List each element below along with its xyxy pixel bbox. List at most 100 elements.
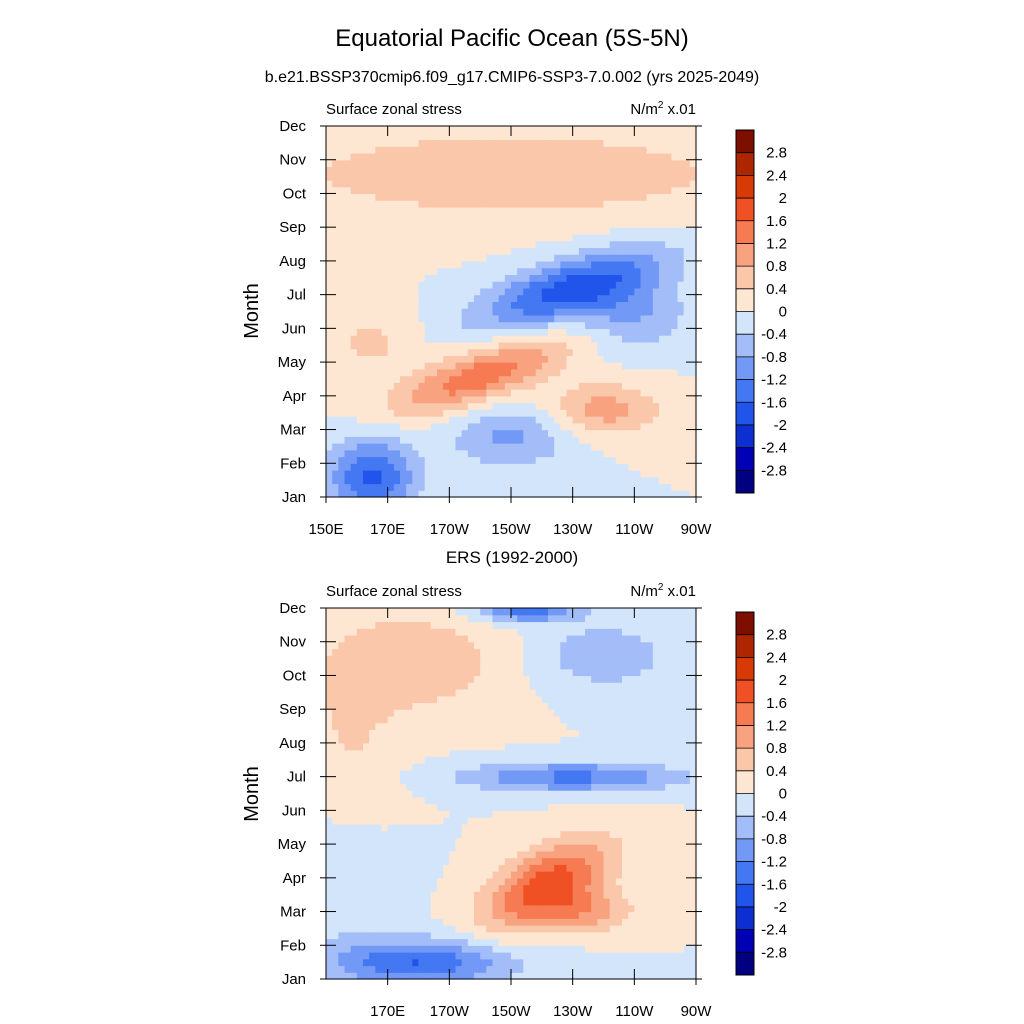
heatmap-cell <box>640 159 648 168</box>
heatmap-cell <box>443 675 450 683</box>
heatmap-cell <box>393 429 401 437</box>
heatmap-cell <box>498 287 506 296</box>
heatmap-cell <box>597 139 605 147</box>
heatmap-cell <box>517 355 524 363</box>
heatmap-cell <box>498 844 506 852</box>
heatmap-cell <box>640 152 648 161</box>
heatmap-cell <box>418 945 426 953</box>
heatmap-cell <box>326 227 333 235</box>
heatmap-cell <box>326 335 333 343</box>
heatmap-cell <box>449 729 457 737</box>
heatmap-cell <box>381 736 389 744</box>
heatmap-cell <box>363 945 370 953</box>
heatmap-cell <box>511 152 518 161</box>
heatmap-cell <box>363 763 370 771</box>
heatmap-cell <box>560 254 568 262</box>
heatmap-cell <box>474 368 481 377</box>
heatmap-cell <box>492 200 500 208</box>
heatmap-cell <box>387 884 395 892</box>
heatmap-cell <box>381 126 389 134</box>
heatmap-cell <box>424 803 432 811</box>
heatmap-cell <box>430 267 438 275</box>
heatmap-cell <box>400 722 407 731</box>
heatmap-cell <box>689 375 697 383</box>
heatmap-cell <box>566 126 574 134</box>
heatmap-cell <box>400 742 407 751</box>
heatmap-cell <box>535 186 543 195</box>
heatmap-cell <box>363 139 370 147</box>
heatmap-cell <box>344 463 352 471</box>
heatmap-cell <box>659 126 666 134</box>
heatmap-cell <box>326 254 333 262</box>
heatmap-cell <box>363 958 370 967</box>
heatmap-cell <box>443 958 450 967</box>
heatmap-cell <box>504 449 512 458</box>
heatmap-cell <box>406 281 413 289</box>
heatmap-cell <box>634 490 642 498</box>
heatmap-cell <box>449 402 457 410</box>
heatmap-cell <box>430 247 438 255</box>
heatmap-cell <box>418 146 426 154</box>
heatmap-cell <box>640 206 648 215</box>
heatmap-cell <box>659 348 666 356</box>
heatmap-cell <box>437 321 444 329</box>
heatmap-cell <box>652 193 660 201</box>
heatmap-cell <box>443 220 450 228</box>
heatmap-cell <box>338 456 346 464</box>
heatmap-cell <box>535 254 543 262</box>
heatmap-cell <box>511 213 518 222</box>
heatmap-cell <box>504 308 512 316</box>
heatmap-cell <box>381 837 389 845</box>
heatmap-cell <box>338 884 346 892</box>
heatmap-cell <box>511 429 518 437</box>
heatmap-cell <box>578 382 586 390</box>
heatmap-cell <box>548 362 555 370</box>
heatmap-cell <box>412 918 420 926</box>
heatmap-cell <box>412 756 420 764</box>
heatmap-cell <box>461 348 469 356</box>
heatmap-cell <box>332 247 339 255</box>
heatmap-cell <box>449 844 457 852</box>
heatmap-cell <box>326 965 333 973</box>
heatmap-cell <box>572 173 580 181</box>
heatmap-cell <box>437 972 444 980</box>
heatmap-cell <box>467 817 475 825</box>
heatmap-cell <box>689 126 697 134</box>
heatmap-cell <box>566 375 574 383</box>
heatmap-cell <box>689 429 697 437</box>
heatmap-cell <box>486 247 494 255</box>
heatmap-cell <box>412 776 420 784</box>
heatmap-cell <box>332 220 339 228</box>
heatmap-cell <box>381 132 389 141</box>
heatmap-cell <box>461 490 469 498</box>
heatmap-cell <box>381 200 389 208</box>
heatmap-cell <box>393 648 401 656</box>
heatmap-cell <box>369 844 376 852</box>
heatmap-cell <box>517 362 524 370</box>
heatmap-cell <box>683 348 691 356</box>
heatmap-cell <box>529 416 537 424</box>
heatmap-cell <box>504 173 512 181</box>
heatmap-cell <box>609 287 617 296</box>
heatmap-cell <box>449 490 457 498</box>
heatmap-cell <box>406 904 413 913</box>
heatmap-cell <box>634 368 642 377</box>
heatmap-cell <box>523 341 531 350</box>
heatmap-cell <box>615 429 623 437</box>
heatmap-cell <box>387 274 395 282</box>
heatmap-cell <box>424 220 432 228</box>
heatmap-cell <box>387 776 395 784</box>
heatmap-cell <box>554 456 561 464</box>
heatmap-cell <box>529 456 537 464</box>
heatmap-cell <box>541 335 549 343</box>
heatmap-cell <box>430 422 438 431</box>
heatmap-cell <box>356 308 364 316</box>
heatmap-cell <box>393 702 401 710</box>
heatmap-cell <box>683 146 691 154</box>
heatmap-cell <box>461 186 469 195</box>
heatmap-cell <box>393 355 401 363</box>
heatmap-cell <box>326 213 333 222</box>
heatmap-cell <box>498 389 506 397</box>
heatmap-cell <box>683 409 691 417</box>
heatmap-cell <box>418 830 426 838</box>
